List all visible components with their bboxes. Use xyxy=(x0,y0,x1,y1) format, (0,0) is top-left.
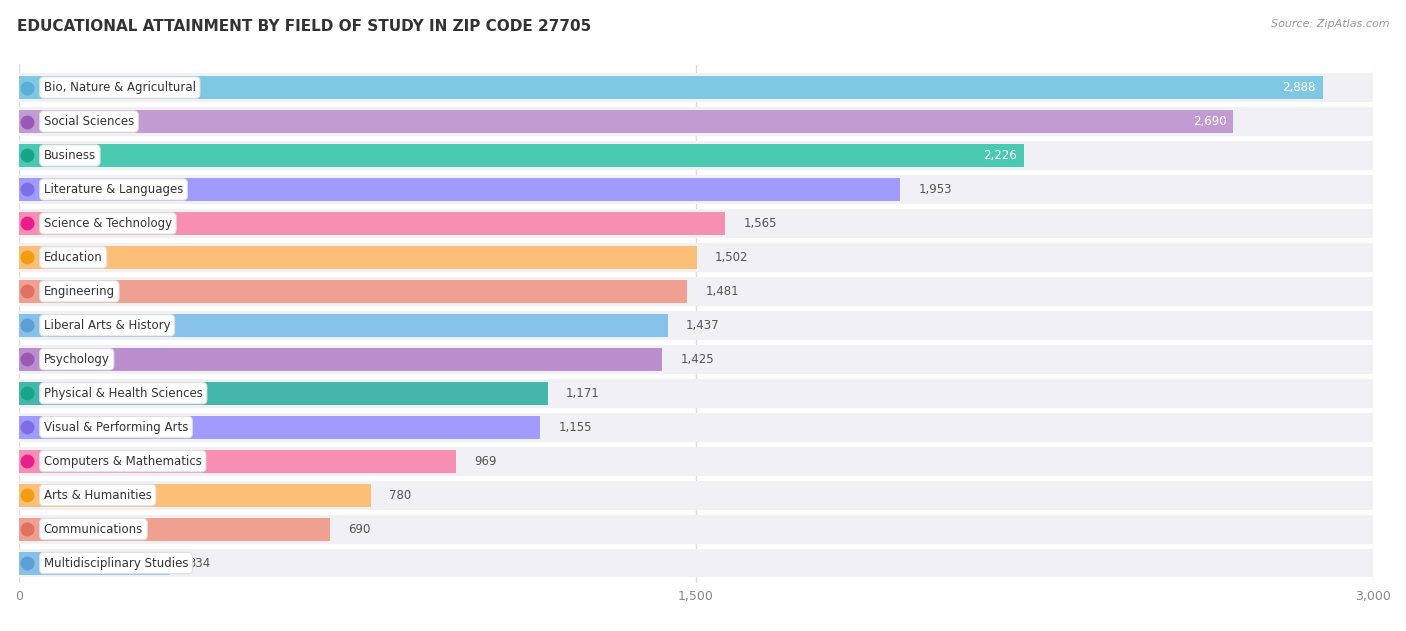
Text: Science & Technology: Science & Technology xyxy=(44,217,172,230)
Bar xyxy=(20,141,1374,170)
Bar xyxy=(20,481,1374,510)
Text: 1,437: 1,437 xyxy=(686,319,720,332)
Text: Education: Education xyxy=(44,251,103,264)
Text: 1,502: 1,502 xyxy=(716,251,748,264)
Text: Communications: Communications xyxy=(44,522,143,536)
Bar xyxy=(20,416,540,439)
Bar xyxy=(20,175,1374,204)
Text: 1,171: 1,171 xyxy=(565,387,599,399)
Bar xyxy=(20,243,1374,272)
Text: Computers & Mathematics: Computers & Mathematics xyxy=(44,455,201,468)
Text: 334: 334 xyxy=(188,557,209,570)
Text: Physical & Health Sciences: Physical & Health Sciences xyxy=(44,387,202,399)
Text: Liberal Arts & History: Liberal Arts & History xyxy=(44,319,170,332)
Text: EDUCATIONAL ATTAINMENT BY FIELD OF STUDY IN ZIP CODE 27705: EDUCATIONAL ATTAINMENT BY FIELD OF STUDY… xyxy=(17,19,591,34)
Bar xyxy=(20,450,457,473)
Text: Bio, Nature & Agricultural: Bio, Nature & Agricultural xyxy=(44,81,195,94)
Bar xyxy=(20,314,668,337)
Text: Visual & Performing Arts: Visual & Performing Arts xyxy=(44,421,188,433)
Bar xyxy=(20,517,330,541)
Bar xyxy=(20,483,371,507)
Bar xyxy=(20,107,1374,136)
Text: 1,155: 1,155 xyxy=(558,421,592,433)
Text: 1,481: 1,481 xyxy=(706,285,740,298)
Text: Social Sciences: Social Sciences xyxy=(44,115,134,128)
Text: Business: Business xyxy=(44,149,96,162)
Bar xyxy=(20,76,1323,99)
Text: 2,888: 2,888 xyxy=(1282,81,1316,94)
Text: Engineering: Engineering xyxy=(44,285,115,298)
Bar xyxy=(20,110,1233,133)
Text: 2,226: 2,226 xyxy=(983,149,1017,162)
Text: 1,565: 1,565 xyxy=(744,217,778,230)
Text: Arts & Humanities: Arts & Humanities xyxy=(44,488,152,502)
Bar xyxy=(20,548,1374,577)
Bar xyxy=(20,73,1374,102)
Bar xyxy=(20,144,1024,167)
Bar xyxy=(20,379,1374,408)
Bar xyxy=(20,413,1374,442)
Bar xyxy=(20,277,1374,306)
Text: 1,425: 1,425 xyxy=(681,353,714,366)
Text: 690: 690 xyxy=(349,522,371,536)
Bar xyxy=(20,178,900,201)
Bar xyxy=(20,382,547,404)
Bar xyxy=(20,345,1374,374)
Bar xyxy=(20,515,1374,543)
Bar xyxy=(20,246,697,269)
Bar xyxy=(20,551,170,575)
Text: Psychology: Psychology xyxy=(44,353,110,366)
Text: 2,690: 2,690 xyxy=(1192,115,1226,128)
Bar xyxy=(20,212,725,235)
Bar xyxy=(20,348,662,371)
Bar xyxy=(20,280,688,303)
Bar xyxy=(20,311,1374,339)
Text: Literature & Languages: Literature & Languages xyxy=(44,183,183,196)
Bar xyxy=(20,447,1374,476)
Text: 1,953: 1,953 xyxy=(918,183,952,196)
Text: Source: ZipAtlas.com: Source: ZipAtlas.com xyxy=(1271,19,1389,29)
Bar xyxy=(20,209,1374,238)
Text: 780: 780 xyxy=(389,488,412,502)
Text: Multidisciplinary Studies: Multidisciplinary Studies xyxy=(44,557,188,570)
Text: 969: 969 xyxy=(474,455,496,468)
